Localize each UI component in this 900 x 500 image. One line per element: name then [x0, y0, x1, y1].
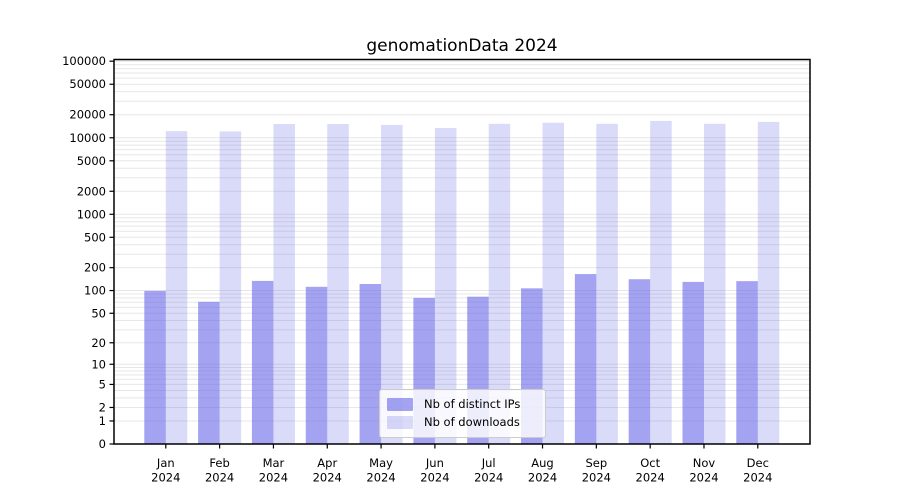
y-tick-label: 500: [84, 230, 106, 244]
y-tick-label: 0: [99, 437, 106, 451]
bar-distinct-ips-mar: [251, 280, 274, 444]
y-tick-label: 1000: [77, 207, 106, 221]
legend-label-downloads: Nb of downloads: [424, 415, 520, 429]
x-tick-label-year: 2024: [743, 471, 772, 485]
y-tick-label: 1: [99, 414, 106, 428]
x-tick-label-month: Dec: [747, 456, 769, 470]
x-tick-label-month: Jun: [425, 456, 444, 470]
axes-frame: [113, 58, 811, 445]
bar-downloads-jun: [434, 128, 457, 445]
bar-distinct-ips-apr: [305, 286, 328, 444]
bar-distinct-ips-oct: [628, 279, 651, 444]
x-tick-label-year: 2024: [582, 471, 611, 485]
x-tick-label-year: 2024: [151, 471, 180, 485]
x-tick-label-year: 2024: [205, 471, 234, 485]
y-tick-label: 100000: [62, 54, 106, 68]
bar-distinct-ips-sep: [574, 274, 597, 444]
bar-downloads-jul: [488, 123, 511, 444]
bar-distinct-ips-dec: [736, 281, 758, 444]
y-tick-label: 100: [84, 284, 106, 298]
x-tick-label-month: May: [369, 456, 393, 470]
x-tick-label-month: Nov: [693, 456, 716, 470]
y-tick-label: 2000: [77, 184, 106, 198]
x-tick-label-year: 2024: [636, 471, 665, 485]
bar-distinct-ips-nov: [682, 281, 704, 444]
x-tick-label-month: Aug: [531, 456, 553, 470]
y-tick-label: 20000: [69, 108, 106, 122]
bar-downloads-apr: [327, 124, 349, 444]
y-tick-label: 20: [91, 336, 106, 350]
y-tick-label: 5000: [77, 154, 106, 168]
x-tick-label-year: 2024: [689, 471, 718, 485]
y-tick-label: 10: [91, 357, 106, 371]
legend-item-distinct-ips: Nb of distinct IPs: [387, 396, 537, 413]
chart-title: genomationData 2024: [366, 36, 558, 56]
bar-downloads-jan: [165, 131, 188, 444]
legend-label-distinct-ips: Nb of distinct IPs: [424, 397, 521, 411]
x-tick-label-year: 2024: [366, 471, 395, 485]
bar-downloads-aug: [542, 122, 565, 445]
x-tick-label-month: Mar: [263, 456, 285, 470]
bar-downloads-dec: [757, 121, 780, 445]
y-tick-label: 200: [84, 261, 106, 275]
bar-downloads-oct: [650, 120, 672, 444]
x-tick-label-month: Jan: [156, 456, 175, 470]
y-tick-label: 5: [99, 377, 106, 391]
x-tick-label-month: Apr: [317, 456, 337, 470]
bar-downloads-mar: [273, 124, 295, 444]
legend-swatch-downloads: [387, 416, 413, 429]
x-tick-label-year: 2024: [420, 471, 449, 485]
x-tick-label-year: 2024: [528, 471, 557, 485]
y-tick-label: 50: [91, 306, 106, 320]
bar-downloads-feb: [219, 131, 242, 445]
bar-downloads-nov: [703, 123, 726, 444]
x-tick-label-month: Jul: [481, 456, 496, 470]
legend-swatch-distinct-ips: [387, 398, 413, 411]
x-tick-label-year: 2024: [313, 471, 342, 485]
x-tick-label-month: Sep: [586, 456, 608, 470]
bar-distinct-ips-may: [359, 283, 382, 444]
x-tick-label-year: 2024: [259, 471, 288, 485]
legend: Nb of distinct IPs Nb of downloads: [379, 389, 546, 438]
bar-downloads-may: [381, 124, 403, 444]
x-tick-label-month: Oct: [640, 456, 660, 470]
x-tick-label-month: Feb: [209, 456, 229, 470]
y-tick-label: 2: [99, 400, 106, 414]
bar-distinct-ips-feb: [198, 301, 220, 444]
bar-distinct-ips-jan: [144, 290, 166, 444]
legend-item-downloads: Nb of downloads: [387, 414, 537, 431]
y-tick-label: 10000: [69, 131, 106, 145]
bar-downloads-sep: [596, 123, 618, 444]
y-tick-label: 50000: [69, 77, 106, 91]
x-tick-label-year: 2024: [474, 471, 503, 485]
